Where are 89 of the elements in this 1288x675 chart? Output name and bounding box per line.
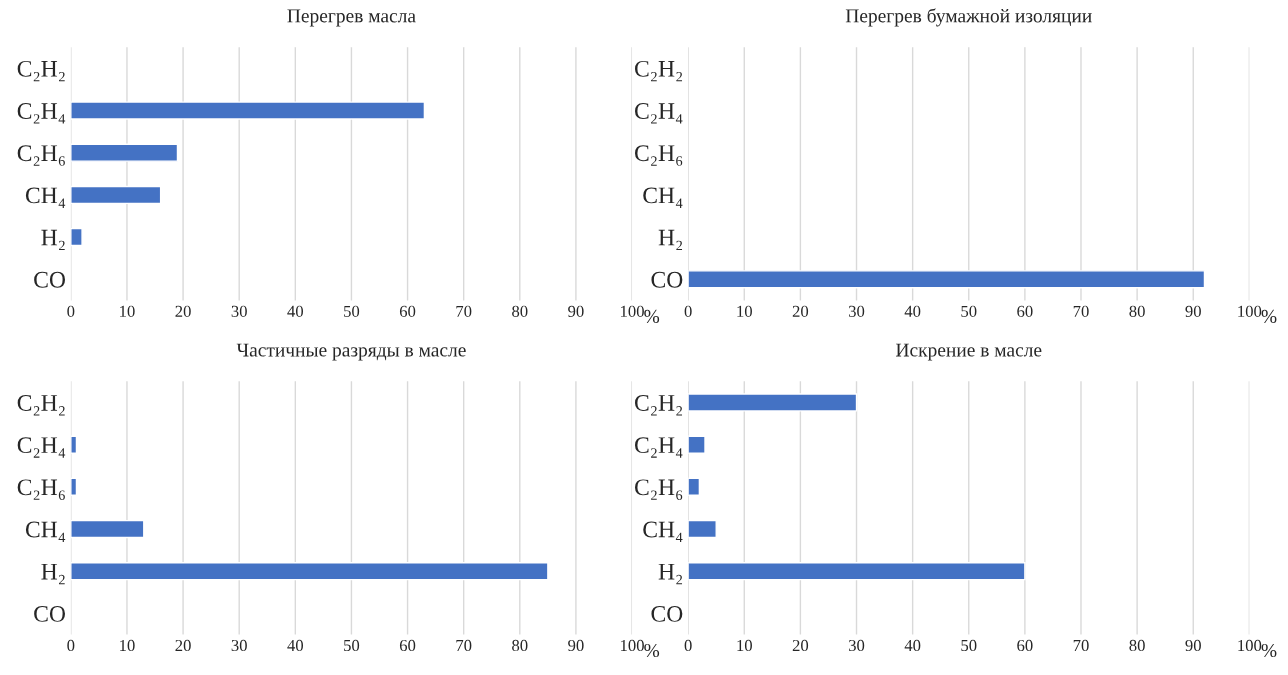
y-tick-label: C₂H₆ [17,479,65,500]
x-tick-label: 20 [792,305,809,317]
x-tick-label: 70 [1073,305,1089,317]
x-tick-label: 70 [1073,639,1089,652]
y-tick-label: C₂H₄ [17,103,66,124]
x-tick-label: 80 [1129,639,1145,652]
y-tick-label: CO [651,605,683,622]
y-tick-label: CH₄ [643,521,683,543]
y-tick-label: CO [34,605,66,622]
x-tick-label: 30 [848,639,865,652]
x-axis-title: % [1261,309,1277,323]
x-tick-label: 100 [621,305,644,317]
y-tick-label: C₂H₆ [635,145,683,166]
y-tick-label: H₂ [658,229,683,251]
bar [70,143,179,162]
x-tick-label: 10 [737,305,752,317]
x-axis-title: % [644,309,660,323]
y-tick-label: C₂H₆ [17,145,65,166]
x-tick-label: 30 [231,639,247,652]
x-tick-label: 0 [684,639,692,652]
x-tick-label: 60 [1017,305,1033,317]
bar [688,393,858,412]
chart-title: Перегрев бумажной изоляции [845,8,1092,27]
bar [70,227,83,247]
chart-title: Искрение в масле [896,343,1042,361]
x-tick-label: 20 [175,639,191,652]
x-tick-label: 50 [344,305,360,317]
y-tick-label: H₂ [41,229,65,251]
y-tick-label: H₂ [41,563,65,585]
x-tick-label: 70 [456,305,472,317]
bar [70,477,78,496]
x-tick-label: 100 [1238,305,1262,317]
x-axis-title: % [644,643,660,658]
x-tick-label: 50 [961,305,977,317]
x-tick-label: 10 [120,305,135,317]
x-tick-label: 40 [287,639,304,652]
bar [688,477,701,496]
x-tick-label: 90 [1185,639,1201,652]
x-tick-label: 90 [1185,305,1201,317]
x-tick-label: 0 [67,639,75,652]
x-tick-label: 60 [399,639,416,652]
x-tick-label: 10 [120,639,135,652]
chart-title: Перегрев масла [287,9,416,27]
y-tick-label: C₂H₂ [17,395,65,416]
x-tick-label: 20 [175,305,191,317]
x-tick-label: 10 [737,639,752,652]
y-tick-label: C₂H₂ [635,395,683,416]
y-tick-label: CH₄ [643,187,683,208]
chart-title: Частичные разряды в масле [236,343,466,361]
bar [70,185,162,205]
y-tick-label: C₂H₄ [635,437,683,458]
x-tick-label: 70 [456,639,472,652]
bar [688,435,706,454]
y-tick-label: C₂H₄ [17,437,66,458]
bar [688,519,717,539]
bar [70,562,549,581]
y-tick-label: CO [651,271,683,288]
x-tick-label: 0 [684,305,692,317]
y-tick-label: C₂H₄ [635,103,683,124]
bar [70,519,145,539]
x-tick-label: 40 [904,305,921,317]
y-tick-label: CH₄ [25,187,66,208]
bar [70,435,78,454]
y-tick-label: CO [34,271,66,288]
x-tick-label: 30 [231,305,247,317]
x-tick-label: 90 [568,639,584,652]
y-tick-label: CH₄ [25,521,66,543]
x-tick-label: 30 [848,305,865,317]
x-tick-label: 100 [1238,639,1262,652]
x-tick-label: 90 [568,305,584,317]
x-tick-label: 80 [1129,305,1145,317]
x-axis-title: % [1261,643,1277,658]
y-tick-label: C₂H₂ [635,60,683,82]
x-tick-label: 50 [961,639,977,652]
bar [688,562,1026,581]
x-tick-label: 60 [399,305,416,317]
x-tick-label: 50 [344,639,360,652]
x-tick-label: 20 [792,639,809,652]
y-tick-label: C₂H₂ [17,60,65,82]
x-tick-label: 0 [67,305,75,317]
y-tick-label: C₂H₆ [635,479,683,500]
y-tick-label: H₂ [658,563,683,585]
x-tick-label: 40 [287,305,304,317]
x-tick-label: 80 [512,305,528,317]
x-tick-label: 40 [904,639,921,652]
x-tick-label: 100 [621,639,644,652]
bar [70,101,426,120]
x-tick-label: 60 [1017,639,1033,652]
x-tick-label: 80 [512,639,528,652]
